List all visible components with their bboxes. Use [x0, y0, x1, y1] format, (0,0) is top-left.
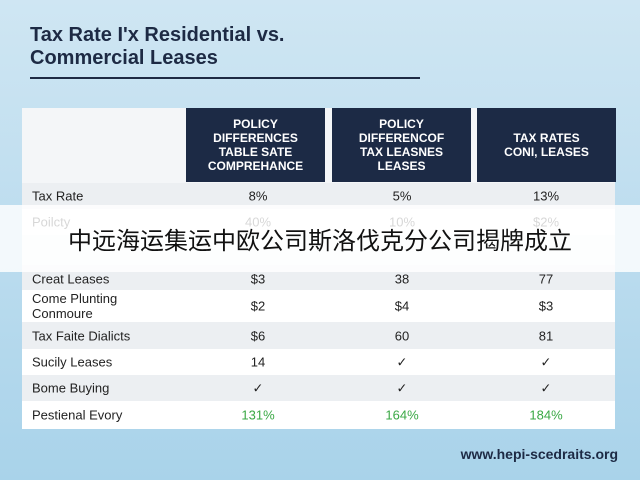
cell-value: 13%	[532, 188, 560, 204]
cell-value: 60	[394, 328, 410, 344]
row-label: Tax Faite Dialicts	[32, 329, 130, 344]
header-line: LEASES	[377, 159, 426, 173]
row-label: Pestienal Evory	[32, 408, 122, 423]
cell-value: 184%	[529, 407, 563, 423]
table-row	[22, 183, 615, 209]
cell-value: $3	[250, 271, 266, 287]
cell-value: ✓	[540, 354, 552, 370]
header-line: TAX RATES	[513, 131, 580, 145]
table-row	[22, 401, 615, 429]
header-line: POLICY	[233, 117, 278, 131]
title-line: Tax Rate I'x Residential vs.	[30, 24, 285, 46]
cell-value: $3	[538, 298, 554, 314]
row-label-line: Tax Faite Dialicts	[32, 328, 131, 344]
header-cell: POLICY DIFFERENCOF TAX LEASNES LEASES	[332, 108, 471, 182]
header-line: POLICY	[379, 117, 424, 131]
row-label: Sucily Leases	[32, 355, 112, 370]
header-line: DIFFERENCOF	[358, 131, 445, 145]
header-cell: TAX RATES CONI, LEASES	[477, 108, 616, 182]
cell-value: ✓	[396, 380, 408, 396]
cell-value: 8%	[248, 188, 268, 204]
cell-value: $6	[250, 328, 266, 344]
banner: 中远海运集运中欧公司斯洛伐克分公司揭牌成立	[0, 205, 640, 272]
cell-value: ✓	[252, 380, 264, 396]
cell-value: ✓	[396, 354, 408, 370]
cell-value: 164%	[385, 407, 419, 423]
row-label: Bome Buying	[32, 381, 109, 396]
cell-value: 38	[394, 271, 410, 287]
header-cell: POLICY DIFFERENCES TABLE SATE COMPREHANCE	[186, 108, 325, 182]
title-rule	[30, 77, 420, 79]
cell-value: 5%	[392, 188, 412, 204]
row-label: Tax Rate	[32, 189, 83, 204]
row-label-line: Pestienal Evory	[32, 407, 123, 423]
title: Tax Rate I'x Residential vs. Commercial …	[30, 24, 285, 70]
header-line: DIFFERENCES	[213, 131, 298, 145]
cell-value: ✓	[540, 380, 552, 396]
header-line: CONI, LEASES	[504, 145, 589, 159]
footer-url: www.hepi-scedraits.org	[460, 446, 618, 462]
cell-value: 14	[250, 354, 266, 370]
table-row	[22, 322, 615, 350]
cell-value: 77	[538, 271, 554, 287]
row-label-line: Tax Rate	[32, 188, 84, 204]
row-label-line: Come Plunting	[32, 291, 118, 306]
table-row	[22, 375, 615, 401]
cell-value: $4	[394, 298, 410, 314]
row-label-line: Bome Buying	[32, 380, 110, 396]
header-line: COMPREHANCE	[207, 159, 304, 173]
row-label: Creat Leases	[32, 272, 109, 287]
table-row	[22, 290, 615, 322]
row-label-line: Sucily Leases	[32, 354, 113, 370]
header-line: TAX LEASNES	[359, 145, 444, 159]
cell-value: 81	[538, 328, 554, 344]
table-row	[22, 349, 615, 375]
header-line: TABLE SATE	[218, 145, 293, 159]
title-line: Commercial Leases	[30, 47, 218, 69]
row-label-line: Conmoure	[32, 306, 93, 321]
cell-value: 131%	[241, 407, 275, 423]
cell-value: $2	[250, 298, 266, 314]
row-label-line: Creat Leases	[32, 271, 110, 287]
row-label: Come Plunting Conmoure	[32, 291, 117, 321]
